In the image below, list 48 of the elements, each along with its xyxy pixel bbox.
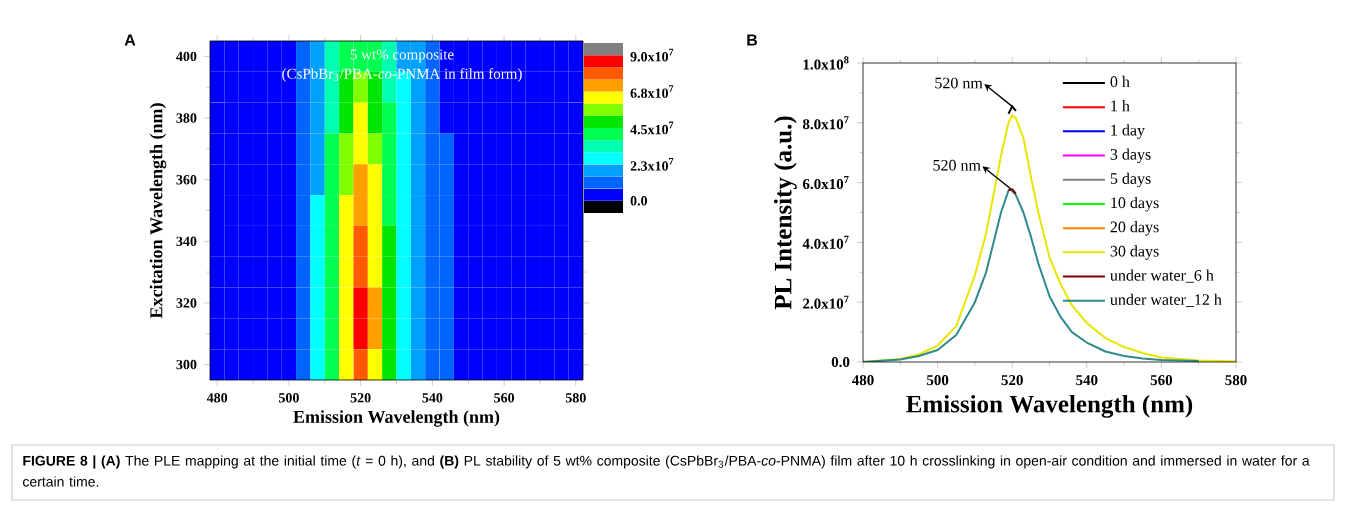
y-tick-label: 0.0 (831, 356, 850, 368)
y-tick-label: 320 (176, 298, 197, 308)
chart-title: A (124, 34, 136, 46)
x-tick-label: 520 (1001, 375, 1023, 386)
x-tick-label: 480 (851, 375, 874, 386)
x-tick-label: 540 (422, 393, 443, 403)
y-tick-label: 400 (176, 51, 197, 62)
chart-title: B (747, 34, 758, 46)
legend-label: 30 days (1110, 245, 1159, 260)
x-tick-label: 480 (206, 393, 228, 403)
y-axis-title: PL Intensity (a.u.) (773, 116, 797, 310)
y-tick-label: 300 (176, 359, 197, 370)
y-tick-label: 4.0x10$^{7}$ (802, 235, 849, 249)
legend-label: 20 days (1110, 221, 1159, 236)
color-bar-label: 0.0 (630, 196, 648, 206)
legend-label: under water_6 h (1110, 269, 1214, 283)
color-bar-label: 2.3x10$^{7}$ (630, 158, 674, 171)
y-tick-label: 360 (176, 174, 197, 185)
y-tick-label: 1.0x10$^{8}$ (803, 56, 849, 70)
y-tick-label: 380 (176, 113, 197, 123)
legend-label: 1 h (1111, 100, 1130, 112)
x-tick-label: 500 (926, 375, 949, 386)
legend-label: under water_12 h (1110, 293, 1222, 307)
legend-label: 5 days (1110, 172, 1151, 188)
x-tick-label: 560 (1150, 375, 1173, 386)
color-bar-label: 6.8x10$^{7}$ (630, 85, 674, 98)
legend-label: 10 days (1111, 196, 1159, 212)
y-tick-label: 2.0x10$^{7}$ (803, 295, 849, 309)
x-axis-title: Emission Wavelength (nm) (293, 410, 500, 427)
color-bar-label: 9.0x10$^{7}$ (630, 48, 674, 62)
color-bar-label: 4.5x10$^{7}$ (630, 121, 674, 135)
x-tick-label: 560 (494, 393, 515, 403)
x-tick-label: 540 (1076, 375, 1098, 386)
legend-label: 1 day (1111, 124, 1145, 139)
legend-label: 0 h (1110, 75, 1130, 88)
x-tick-label: 500 (278, 393, 299, 403)
x-tick-label: 580 (565, 393, 586, 403)
y-axis-title: Excitation Wavelength (nm) (149, 103, 167, 319)
text: FIGURE 8 | (A) The PLE mapping at the initial time (t = 0 h), and (B) PL stability of 5 wt% composite (CsPbBr$_{3}$/PBA-co-PNMA) film after 10 h crosslinking in open-air condition and immersed in water for a certain time. (23, 455, 1310, 487)
y-tick-label: 340 (176, 236, 197, 247)
legend-label: 3 days (1110, 148, 1151, 164)
y-tick-label: 8.0x10$^{7}$ (802, 116, 849, 130)
y-tick-label: 6.0x10$^{7}$ (802, 176, 849, 190)
annotation: 520 nm (935, 77, 983, 89)
x-axis-title: Emission Wavelength (nm) (906, 394, 1193, 418)
x-tick-label: 580 (1225, 375, 1247, 386)
annotation: 520 nm (933, 159, 981, 171)
x-tick-label: 520 (350, 393, 371, 403)
